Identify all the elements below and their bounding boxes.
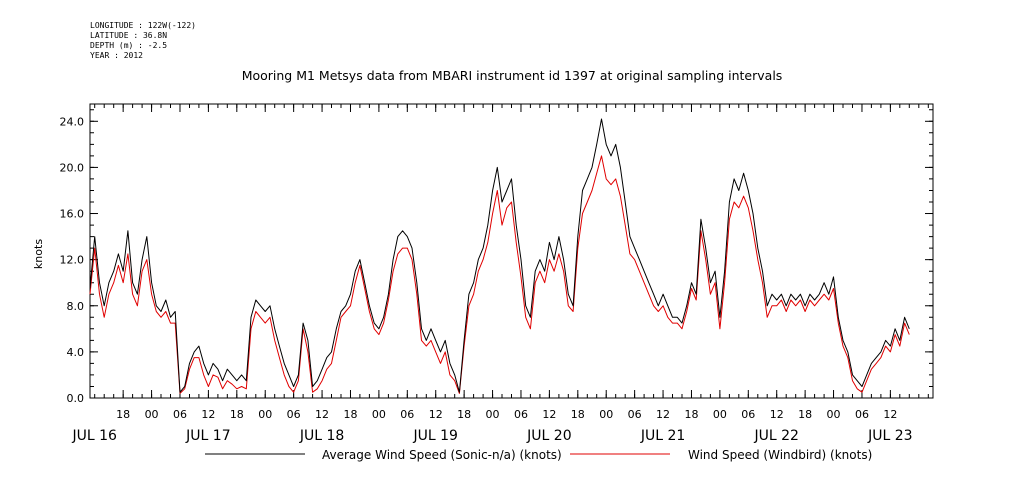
x-hour-label: 06 [400, 408, 414, 421]
x-hour-label: 00 [258, 408, 272, 421]
meta-longitude: LONGITUDE : 122W(-122) [90, 21, 196, 30]
legend: Average Wind Speed (Sonic-n/a) (knots) W… [205, 448, 872, 462]
x-hour-label: 18 [230, 408, 244, 421]
series-line-average-wind [89, 118, 910, 393]
x-hour-label: 00 [827, 408, 841, 421]
x-hour-label: 06 [173, 408, 187, 421]
y-tick-label: 16.0 [60, 208, 85, 221]
y-axis: 0.0 4.0 8.0 12.0 16.0 20.0 24.0 [60, 115, 933, 405]
x-hour-label: 18 [343, 408, 357, 421]
x-hour-label: 12 [429, 408, 443, 421]
minor-tick-marks [90, 104, 933, 399]
x-day-label: JUL 17 [185, 428, 230, 444]
y-tick-label: 8.0 [67, 300, 85, 313]
x-hour-label: 12 [770, 408, 784, 421]
x-hour-label: 06 [855, 408, 869, 421]
x-hour-label: 00 [372, 408, 386, 421]
y-axis-label: knots [32, 239, 45, 269]
x-hour-label: 12 [542, 408, 556, 421]
header-metadata: LONGITUDE : 122W(-122) LATITUDE : 36.8N … [90, 21, 196, 60]
x-day-label: JUL 22 [753, 428, 798, 444]
plot-frame [89, 103, 934, 399]
meta-year: YEAR : 2012 [90, 51, 143, 60]
minor-ticks [90, 104, 933, 399]
x-hour-label: 06 [741, 408, 755, 421]
x-hour-label: 12 [883, 408, 897, 421]
y-tick-label: 12.0 [60, 254, 85, 267]
x-hour-label: 18 [684, 408, 698, 421]
x-day-label: JUL 23 [867, 428, 912, 444]
y-tick-label: 20.0 [60, 161, 85, 174]
x-day-label: JUL 19 [412, 428, 457, 444]
plot-area: 0.0 4.0 8.0 12.0 16.0 20.0 24.0 18 00 06 12 18 00 06… [60, 103, 934, 444]
series-line-windbird [89, 155, 910, 394]
x-hour-label: 00 [713, 408, 727, 421]
x-hour-label: 12 [656, 408, 670, 421]
x-hour-label: 00 [599, 408, 613, 421]
y-tick-label: 4.0 [67, 346, 85, 359]
x-axis: 18 00 06 12 18 00 06 12 18 00 06 12 18 00 06 12 18 00 06 12… [72, 104, 913, 444]
x-hour-label: 00 [145, 408, 159, 421]
x-hour-label: 18 [457, 408, 471, 421]
x-hour-label: 06 [628, 408, 642, 421]
legend-label-average-wind: Average Wind Speed (Sonic-n/a) (knots) [322, 448, 562, 462]
x-hour-label: 06 [287, 408, 301, 421]
legend-label-windbird: Wind Speed (Windbird) (knots) [688, 448, 872, 462]
y-tick-label: 24.0 [60, 115, 85, 128]
x-hour-label: 18 [571, 408, 585, 421]
meta-latitude: LATITUDE : 36.8N [90, 31, 167, 40]
x-hour-label: 12 [315, 408, 329, 421]
x-hour-label: 18 [798, 408, 812, 421]
y-tick-label: 0.0 [67, 392, 85, 405]
x-day-label: JUL 16 [72, 428, 118, 444]
x-day-label: JUL 18 [299, 428, 344, 444]
series-group [89, 118, 910, 394]
x-hour-label: 18 [116, 408, 130, 421]
x-day-label: JUL 20 [526, 428, 571, 444]
x-hour-label: 00 [486, 408, 500, 421]
x-day-label: JUL 21 [640, 428, 685, 444]
chart-title: Mooring M1 Metsys data from MBARI instru… [242, 68, 783, 83]
x-hour-label: 06 [514, 408, 528, 421]
x-hour-label: 12 [201, 408, 215, 421]
meta-depth: DEPTH (m) : -2.5 [90, 41, 167, 50]
